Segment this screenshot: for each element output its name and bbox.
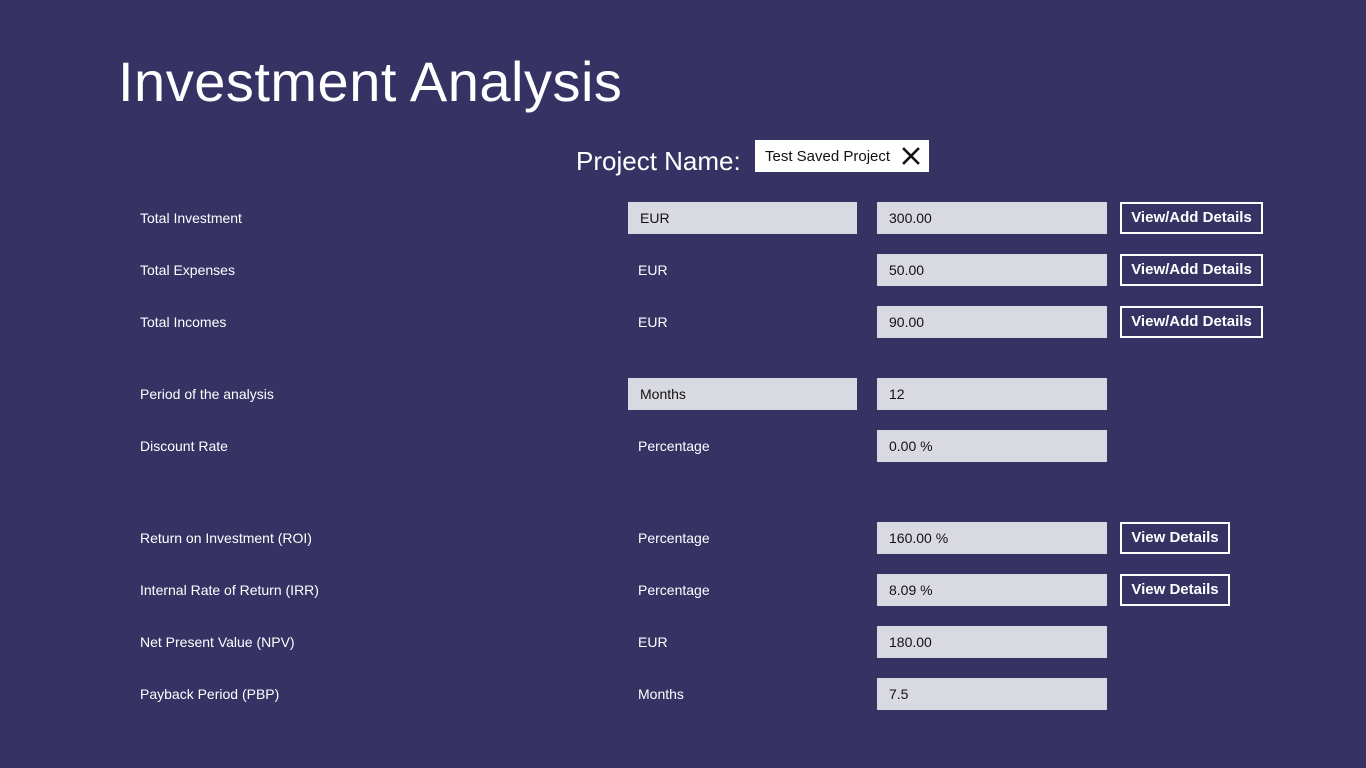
pbp-value: 7.5 (877, 678, 1107, 710)
roi-value: 160.00 % (877, 522, 1107, 554)
total-investment-input[interactable]: 300.00 (877, 202, 1107, 234)
roi-details-button[interactable]: View Details (1120, 522, 1230, 554)
npv-value: 180.00 (877, 626, 1107, 658)
page-title: Investment Analysis (118, 50, 623, 113)
npv-label: Net Present Value (NPV) (140, 634, 295, 650)
discount-rate-label: Discount Rate (140, 438, 228, 454)
discount-rate-unit: Percentage (638, 438, 710, 454)
npv-unit: EUR (638, 634, 668, 650)
total-incomes-label: Total Incomes (140, 314, 227, 330)
total-incomes-details-button[interactable]: View/Add Details (1120, 306, 1263, 338)
clear-project-name-button[interactable] (899, 144, 923, 168)
roi-label: Return on Investment (ROI) (140, 530, 312, 546)
irr-label: Internal Rate of Return (IRR) (140, 582, 319, 598)
discount-rate-input[interactable]: 0.00 % (877, 430, 1107, 462)
total-investment-currency-select[interactable]: EUR (628, 202, 857, 234)
analysis-period-label: Period of the analysis (140, 386, 274, 402)
roi-unit: Percentage (638, 530, 710, 546)
irr-details-button[interactable]: View Details (1120, 574, 1230, 606)
project-name-label: Project Name: (576, 146, 741, 176)
project-name-input[interactable] (765, 140, 895, 172)
total-expenses-input[interactable]: 50.00 (877, 254, 1107, 286)
close-icon (902, 147, 920, 165)
total-incomes-unit: EUR (638, 314, 668, 330)
total-incomes-input[interactable]: 90.00 (877, 306, 1107, 338)
analysis-period-unit-select[interactable]: Months (628, 378, 857, 410)
irr-unit: Percentage (638, 582, 710, 598)
total-expenses-unit: EUR (638, 262, 668, 278)
total-expenses-details-button[interactable]: View/Add Details (1120, 254, 1263, 286)
total-investment-details-button[interactable]: View/Add Details (1120, 202, 1263, 234)
analysis-period-input[interactable]: 12 (877, 378, 1107, 410)
irr-value: 8.09 % (877, 574, 1107, 606)
pbp-label: Payback Period (PBP) (140, 686, 280, 702)
project-name-field (755, 140, 929, 172)
total-expenses-label: Total Expenses (140, 262, 235, 278)
total-investment-label: Total Investment (140, 210, 242, 226)
pbp-unit: Months (638, 686, 684, 702)
